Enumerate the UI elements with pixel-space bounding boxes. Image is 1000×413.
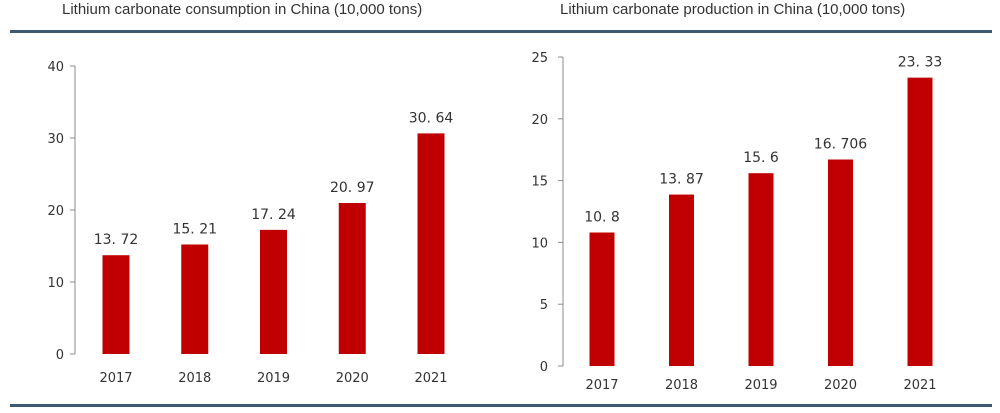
production-value-label-2019: 15. 6 xyxy=(743,150,779,166)
production-value-label-2021: 23. 33 xyxy=(898,55,943,71)
production-category-label-2018: 2018 xyxy=(665,378,698,393)
consumption-value-label-2017: 13. 72 xyxy=(94,232,139,248)
consumption-value-label-2021: 30. 64 xyxy=(409,110,454,126)
production-value-label-2017: 10. 8 xyxy=(584,210,620,226)
production-y-tick-label: 15 xyxy=(531,175,548,190)
consumption-category-label-2018: 2018 xyxy=(178,371,211,386)
production-value-label-2018: 13. 87 xyxy=(659,172,704,188)
production-bar-2019 xyxy=(748,173,774,366)
production-category-label-2021: 2021 xyxy=(903,378,936,393)
consumption-category-label-2019: 2019 xyxy=(257,371,290,386)
consumption-y-tick-label: 40 xyxy=(47,60,64,75)
production-y-tick-label: 20 xyxy=(531,113,548,128)
production-y-tick-label: 0 xyxy=(540,360,548,375)
production-category-label-2017: 2017 xyxy=(585,378,618,393)
production-y-tick-label: 5 xyxy=(540,298,548,313)
consumption-y-tick-label: 10 xyxy=(47,276,64,291)
consumption-category-label-2021: 2021 xyxy=(414,371,447,386)
bottom-divider xyxy=(10,404,992,407)
production-bar-2018 xyxy=(669,194,694,366)
consumption-y-tick-label: 20 xyxy=(47,204,64,219)
consumption-value-label-2018: 15. 21 xyxy=(172,221,217,237)
production-bar-2017 xyxy=(589,232,615,366)
production-category-label-2020: 2020 xyxy=(824,378,857,393)
consumption-category-label-2017: 2017 xyxy=(99,371,132,386)
consumption-bar-2017 xyxy=(102,255,130,354)
production-bar-2020 xyxy=(828,159,853,366)
consumption-category-label-2020: 2020 xyxy=(336,371,369,386)
production-bar-2021 xyxy=(907,77,933,366)
production-category-label-2019: 2019 xyxy=(744,378,777,393)
consumption-bar-2020 xyxy=(338,203,366,354)
chart-title-consumption: Lithium carbonate consumption in China (… xyxy=(62,1,423,18)
production-value-label-2020: 16. 706 xyxy=(814,137,868,153)
consumption-y-tick-label: 30 xyxy=(47,132,64,147)
production-y-tick-label: 25 xyxy=(531,51,548,66)
consumption-bar-2021 xyxy=(417,133,445,354)
consumption-value-label-2020: 20. 97 xyxy=(330,180,375,196)
consumption-y-tick-label: 0 xyxy=(56,348,64,363)
consumption-bar-2018 xyxy=(181,244,209,354)
production-y-tick-label: 10 xyxy=(531,236,548,251)
top-divider xyxy=(10,30,992,33)
consumption-value-label-2019: 17. 24 xyxy=(251,207,296,223)
consumption-bar-2019 xyxy=(260,229,287,354)
chart-title-production: Lithium carbonate production in China (1… xyxy=(560,1,906,18)
